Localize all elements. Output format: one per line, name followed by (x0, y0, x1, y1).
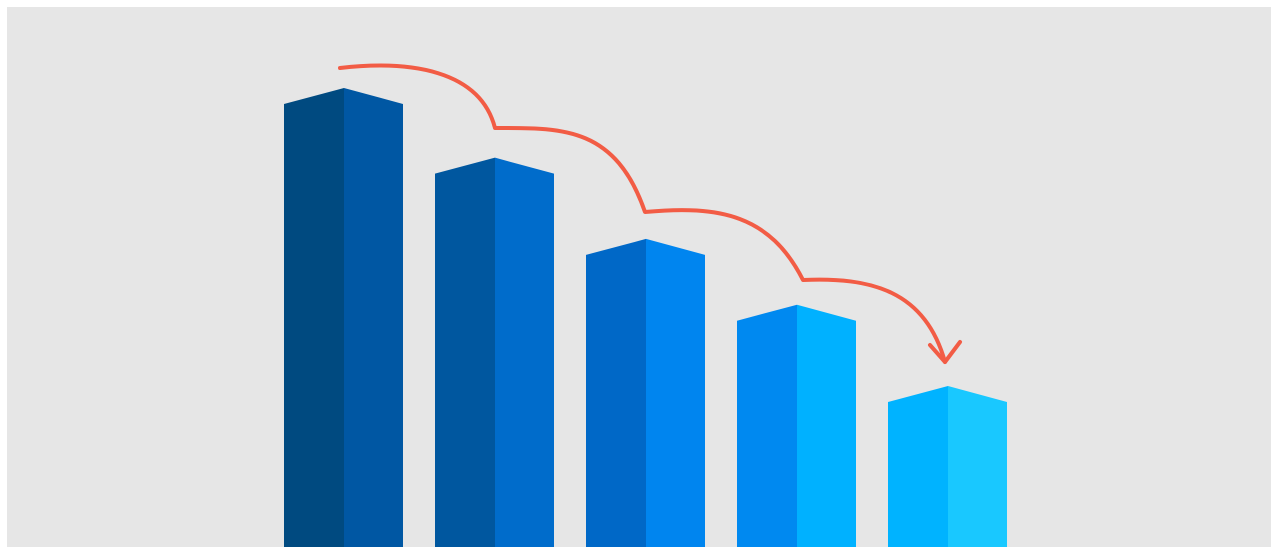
arrow-head-icon (928, 340, 962, 364)
arrow (338, 63, 962, 364)
bar-5-left-face (888, 386, 948, 547)
bar-4-right-face (797, 304, 856, 547)
bar-3-left-face (586, 238, 646, 547)
bar-2-left-face (435, 157, 495, 547)
bar-5-right-face (948, 386, 1007, 547)
bar-1-left-face (284, 88, 344, 547)
bar-4-left-face (737, 304, 797, 547)
bar-2-right-face (495, 157, 554, 547)
bar-1-right-face (344, 88, 403, 547)
bars-group (284, 88, 1007, 547)
down-arrow-curve (338, 63, 947, 364)
bar-3-right-face (646, 238, 705, 547)
